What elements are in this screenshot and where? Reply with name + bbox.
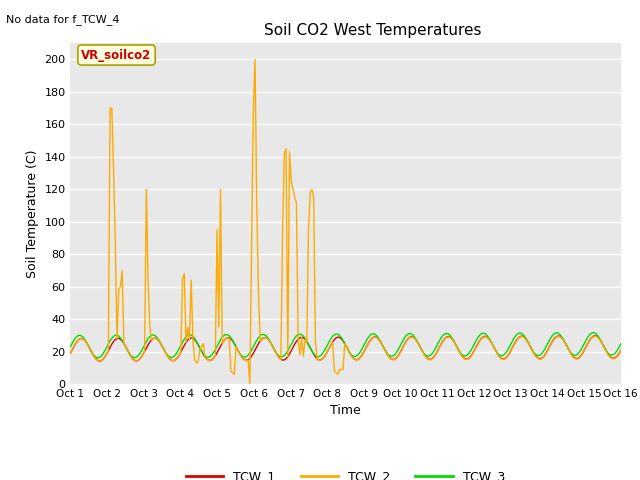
Text: No data for f_TCW_4: No data for f_TCW_4 bbox=[6, 14, 120, 25]
Y-axis label: Soil Temperature (C): Soil Temperature (C) bbox=[26, 149, 39, 278]
Legend: TCW_1, TCW_2, TCW_3: TCW_1, TCW_2, TCW_3 bbox=[181, 465, 510, 480]
Text: VR_soilco2: VR_soilco2 bbox=[81, 48, 152, 61]
Title: Soil CO2 West Temperatures: Soil CO2 West Temperatures bbox=[264, 23, 482, 38]
X-axis label: Time: Time bbox=[330, 405, 361, 418]
